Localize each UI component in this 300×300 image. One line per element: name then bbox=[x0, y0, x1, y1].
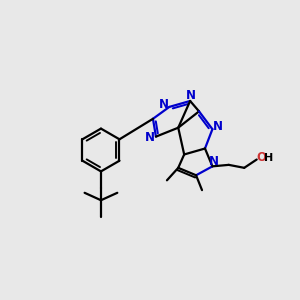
Text: N: N bbox=[186, 89, 196, 102]
Text: H: H bbox=[264, 153, 273, 163]
Text: N: N bbox=[159, 98, 169, 111]
Text: N: N bbox=[213, 120, 223, 133]
Text: O: O bbox=[256, 151, 266, 164]
Text: N: N bbox=[208, 155, 219, 168]
Text: N: N bbox=[145, 131, 155, 144]
